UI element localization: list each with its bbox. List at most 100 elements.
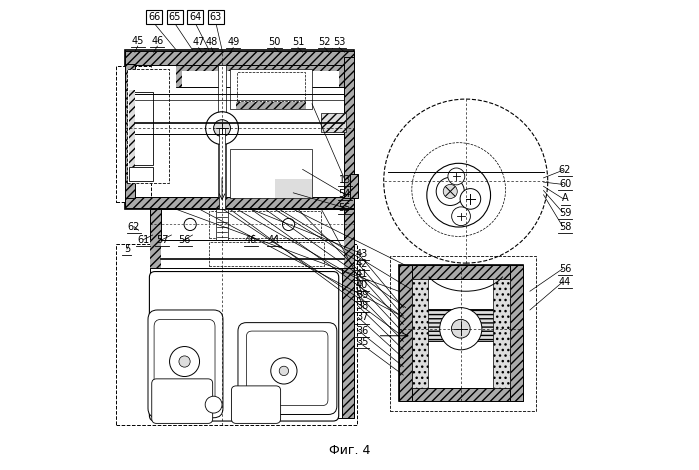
Text: 40: 40 xyxy=(356,280,368,290)
FancyBboxPatch shape xyxy=(231,386,280,423)
Bar xyxy=(150,240,161,268)
Circle shape xyxy=(440,308,482,350)
Circle shape xyxy=(436,177,464,205)
Text: 62: 62 xyxy=(128,221,140,232)
Bar xyxy=(344,209,354,240)
Text: 50: 50 xyxy=(268,37,281,47)
Bar xyxy=(124,50,354,209)
Text: 66: 66 xyxy=(148,12,160,22)
Bar xyxy=(510,266,523,401)
Bar xyxy=(182,66,339,71)
Circle shape xyxy=(271,358,297,384)
Bar xyxy=(230,149,312,197)
Text: 44: 44 xyxy=(559,277,571,287)
Bar xyxy=(344,240,354,268)
Circle shape xyxy=(427,163,491,227)
Text: 41: 41 xyxy=(356,269,368,279)
Text: 62: 62 xyxy=(559,165,571,175)
Bar xyxy=(230,69,312,110)
FancyBboxPatch shape xyxy=(247,331,328,406)
Bar xyxy=(412,279,428,388)
Text: 37: 37 xyxy=(356,313,368,322)
Bar xyxy=(275,179,312,197)
Text: 56: 56 xyxy=(559,264,571,274)
Text: 46: 46 xyxy=(151,36,164,46)
Text: 46: 46 xyxy=(245,235,257,245)
Circle shape xyxy=(443,184,457,198)
Bar xyxy=(127,69,169,183)
Text: 35: 35 xyxy=(356,337,368,347)
Text: 44: 44 xyxy=(268,235,280,245)
Bar xyxy=(412,266,510,279)
Circle shape xyxy=(279,366,289,376)
Bar xyxy=(412,309,510,341)
Circle shape xyxy=(460,188,481,209)
Text: A: A xyxy=(562,194,568,204)
Text: 60: 60 xyxy=(559,180,571,189)
Circle shape xyxy=(452,319,470,338)
Bar xyxy=(343,268,354,418)
FancyBboxPatch shape xyxy=(150,272,339,421)
Text: 36: 36 xyxy=(356,326,368,336)
FancyBboxPatch shape xyxy=(152,379,212,423)
Text: 42: 42 xyxy=(356,259,368,269)
Bar xyxy=(217,209,228,240)
Text: 61: 61 xyxy=(137,235,150,245)
Text: 63: 63 xyxy=(210,12,222,22)
Text: 59: 59 xyxy=(559,208,571,218)
Bar xyxy=(150,268,354,418)
Text: 49: 49 xyxy=(227,37,240,47)
Circle shape xyxy=(282,219,295,231)
Bar xyxy=(209,211,322,238)
Text: 53: 53 xyxy=(333,37,345,47)
Circle shape xyxy=(184,219,196,231)
Bar xyxy=(209,242,324,266)
Bar xyxy=(129,90,135,167)
Text: 64: 64 xyxy=(189,12,201,22)
Bar xyxy=(176,66,345,87)
Bar xyxy=(150,240,354,268)
Bar xyxy=(237,72,305,101)
Bar xyxy=(390,256,535,411)
Circle shape xyxy=(179,356,190,367)
Text: 54: 54 xyxy=(338,189,351,199)
Circle shape xyxy=(384,99,548,263)
Bar xyxy=(124,64,135,197)
Bar xyxy=(412,309,510,341)
Bar xyxy=(398,266,523,401)
Text: 39: 39 xyxy=(356,290,368,300)
FancyBboxPatch shape xyxy=(148,310,223,418)
Text: 57: 57 xyxy=(156,235,168,245)
Text: 45: 45 xyxy=(131,36,144,46)
Bar xyxy=(218,65,226,196)
Circle shape xyxy=(448,168,465,185)
Text: Фиг. 4: Фиг. 4 xyxy=(329,444,370,457)
Bar xyxy=(150,209,161,240)
Bar xyxy=(344,57,354,197)
Bar xyxy=(129,167,152,181)
Text: 38: 38 xyxy=(356,301,368,311)
Bar xyxy=(412,388,510,401)
Circle shape xyxy=(452,207,470,226)
Circle shape xyxy=(214,120,231,137)
Circle shape xyxy=(206,112,238,145)
Bar xyxy=(219,128,225,212)
Bar xyxy=(116,244,356,425)
Bar xyxy=(236,102,306,110)
Text: 5: 5 xyxy=(124,244,130,254)
Bar xyxy=(116,66,151,202)
Bar xyxy=(124,51,354,65)
Bar xyxy=(339,66,345,87)
Bar xyxy=(493,279,510,388)
Text: 48: 48 xyxy=(205,37,217,47)
FancyBboxPatch shape xyxy=(238,322,337,415)
Text: 56: 56 xyxy=(178,235,191,245)
Bar xyxy=(176,66,182,87)
Text: 58: 58 xyxy=(559,221,571,232)
Bar xyxy=(350,174,358,197)
Text: 47: 47 xyxy=(192,37,205,47)
Bar xyxy=(217,210,228,222)
Circle shape xyxy=(206,396,222,413)
Text: 43: 43 xyxy=(356,249,368,259)
Bar xyxy=(124,196,354,208)
